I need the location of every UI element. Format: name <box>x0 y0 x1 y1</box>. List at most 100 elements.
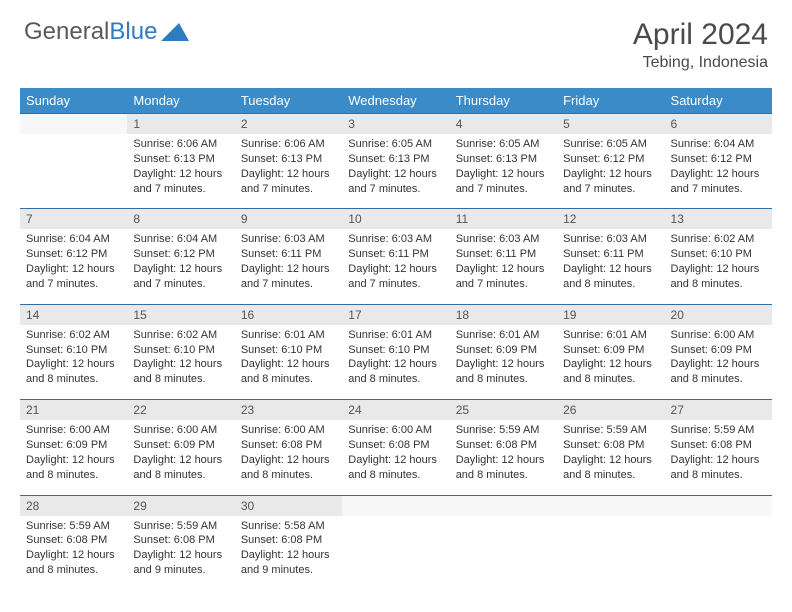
day-body: Sunrise: 6:01 AMSunset: 6:09 PMDaylight:… <box>450 325 557 399</box>
day-number: 7 <box>20 209 127 229</box>
day-number: 11 <box>450 209 557 229</box>
sunrise-text: Sunrise: 6:04 AM <box>26 232 121 247</box>
sunset-text: Sunset: 6:12 PM <box>563 152 658 167</box>
sunset-text: Sunset: 6:08 PM <box>671 438 766 453</box>
day-number: . <box>342 496 449 516</box>
day-number: . <box>20 114 127 134</box>
day-number: 21 <box>20 400 127 420</box>
day-cell: . <box>450 495 557 590</box>
day-number: 3 <box>342 114 449 134</box>
daylight-text: Daylight: 12 hours and 7 minutes. <box>456 167 551 197</box>
day-number: 24 <box>342 400 449 420</box>
day-number: . <box>450 496 557 516</box>
daylight-text: Daylight: 12 hours and 8 minutes. <box>456 357 551 387</box>
day-cell: 5Sunrise: 6:05 AMSunset: 6:12 PMDaylight… <box>557 114 664 209</box>
sunset-text: Sunset: 6:08 PM <box>133 533 228 548</box>
day-body: Sunrise: 6:02 AMSunset: 6:10 PMDaylight:… <box>665 229 772 303</box>
sunset-text: Sunset: 6:12 PM <box>671 152 766 167</box>
calendar-week-row: 14Sunrise: 6:02 AMSunset: 6:10 PMDayligh… <box>20 304 772 399</box>
day-body: Sunrise: 6:02 AMSunset: 6:10 PMDaylight:… <box>127 325 234 399</box>
daylight-text: Daylight: 12 hours and 8 minutes. <box>241 357 336 387</box>
sunset-text: Sunset: 6:09 PM <box>456 343 551 358</box>
sunrise-text: Sunrise: 6:02 AM <box>26 328 121 343</box>
day-cell: 25Sunrise: 5:59 AMSunset: 6:08 PMDayligh… <box>450 400 557 495</box>
sunrise-text: Sunrise: 5:58 AM <box>241 519 336 534</box>
location-label: Tebing, Indonesia <box>633 54 768 72</box>
sunset-text: Sunset: 6:08 PM <box>241 533 336 548</box>
day-number: 26 <box>557 400 664 420</box>
calendar-body: .1Sunrise: 6:06 AMSunset: 6:13 PMDayligh… <box>20 114 772 590</box>
daylight-text: Daylight: 12 hours and 8 minutes. <box>563 357 658 387</box>
day-number: . <box>557 496 664 516</box>
sunrise-text: Sunrise: 6:00 AM <box>241 423 336 438</box>
day-cell: 11Sunrise: 6:03 AMSunset: 6:11 PMDayligh… <box>450 209 557 304</box>
daylight-text: Daylight: 12 hours and 7 minutes. <box>133 262 228 292</box>
sunrise-text: Sunrise: 6:00 AM <box>671 328 766 343</box>
daylight-text: Daylight: 12 hours and 8 minutes. <box>456 453 551 483</box>
sunrise-text: Sunrise: 6:06 AM <box>241 137 336 152</box>
sunset-text: Sunset: 6:09 PM <box>26 438 121 453</box>
day-number: 15 <box>127 305 234 325</box>
dow-wednesday: Wednesday <box>342 88 449 114</box>
day-cell: 8Sunrise: 6:04 AMSunset: 6:12 PMDaylight… <box>127 209 234 304</box>
day-cell: 23Sunrise: 6:00 AMSunset: 6:08 PMDayligh… <box>235 400 342 495</box>
dow-sunday: Sunday <box>20 88 127 114</box>
day-number: 28 <box>20 496 127 516</box>
day-body: Sunrise: 5:59 AMSunset: 6:08 PMDaylight:… <box>665 420 772 494</box>
day-cell: 1Sunrise: 6:06 AMSunset: 6:13 PMDaylight… <box>127 114 234 209</box>
daylight-text: Daylight: 12 hours and 8 minutes. <box>26 357 121 387</box>
day-cell: 9Sunrise: 6:03 AMSunset: 6:11 PMDaylight… <box>235 209 342 304</box>
day-number: 22 <box>127 400 234 420</box>
day-cell: 12Sunrise: 6:03 AMSunset: 6:11 PMDayligh… <box>557 209 664 304</box>
day-cell: 17Sunrise: 6:01 AMSunset: 6:10 PMDayligh… <box>342 304 449 399</box>
day-cell: 2Sunrise: 6:06 AMSunset: 6:13 PMDaylight… <box>235 114 342 209</box>
day-body: Sunrise: 6:00 AMSunset: 6:08 PMDaylight:… <box>342 420 449 494</box>
day-cell: 30Sunrise: 5:58 AMSunset: 6:08 PMDayligh… <box>235 495 342 590</box>
day-body: Sunrise: 6:04 AMSunset: 6:12 PMDaylight:… <box>665 134 772 208</box>
sunset-text: Sunset: 6:08 PM <box>26 533 121 548</box>
sunrise-text: Sunrise: 6:04 AM <box>671 137 766 152</box>
sunrise-text: Sunrise: 5:59 AM <box>133 519 228 534</box>
brand-logo: GeneralBlue <box>24 18 189 46</box>
day-cell: 13Sunrise: 6:02 AMSunset: 6:10 PMDayligh… <box>665 209 772 304</box>
day-body: Sunrise: 6:05 AMSunset: 6:13 PMDaylight:… <box>450 134 557 208</box>
day-body: Sunrise: 5:59 AMSunset: 6:08 PMDaylight:… <box>557 420 664 494</box>
sunset-text: Sunset: 6:13 PM <box>348 152 443 167</box>
brand-part2: Blue <box>109 18 157 46</box>
day-body: Sunrise: 5:58 AMSunset: 6:08 PMDaylight:… <box>235 516 342 590</box>
day-cell: 15Sunrise: 6:02 AMSunset: 6:10 PMDayligh… <box>127 304 234 399</box>
day-cell: 7Sunrise: 6:04 AMSunset: 6:12 PMDaylight… <box>20 209 127 304</box>
day-number: 9 <box>235 209 342 229</box>
day-cell: 29Sunrise: 5:59 AMSunset: 6:08 PMDayligh… <box>127 495 234 590</box>
sunset-text: Sunset: 6:12 PM <box>133 247 228 262</box>
daylight-text: Daylight: 12 hours and 7 minutes. <box>241 262 336 292</box>
sunset-text: Sunset: 6:09 PM <box>671 343 766 358</box>
daylight-text: Daylight: 12 hours and 8 minutes. <box>133 453 228 483</box>
day-number: 18 <box>450 305 557 325</box>
sunrise-text: Sunrise: 6:06 AM <box>133 137 228 152</box>
day-cell: 3Sunrise: 6:05 AMSunset: 6:13 PMDaylight… <box>342 114 449 209</box>
daylight-text: Daylight: 12 hours and 7 minutes. <box>133 167 228 197</box>
dow-tuesday: Tuesday <box>235 88 342 114</box>
day-body: Sunrise: 5:59 AMSunset: 6:08 PMDaylight:… <box>450 420 557 494</box>
sunset-text: Sunset: 6:11 PM <box>563 247 658 262</box>
day-number: 20 <box>665 305 772 325</box>
sunrise-text: Sunrise: 6:03 AM <box>456 232 551 247</box>
sunset-text: Sunset: 6:13 PM <box>241 152 336 167</box>
dow-saturday: Saturday <box>665 88 772 114</box>
daylight-text: Daylight: 12 hours and 8 minutes. <box>241 453 336 483</box>
sunrise-text: Sunrise: 6:05 AM <box>456 137 551 152</box>
day-body: Sunrise: 6:03 AMSunset: 6:11 PMDaylight:… <box>235 229 342 303</box>
daylight-text: Daylight: 12 hours and 7 minutes. <box>348 167 443 197</box>
title-block: April 2024 Tebing, Indonesia <box>633 18 768 72</box>
day-number: 2 <box>235 114 342 134</box>
day-body: Sunrise: 6:06 AMSunset: 6:13 PMDaylight:… <box>127 134 234 208</box>
calendar-week-row: .1Sunrise: 6:06 AMSunset: 6:13 PMDayligh… <box>20 114 772 209</box>
day-body: Sunrise: 6:01 AMSunset: 6:10 PMDaylight:… <box>342 325 449 399</box>
sunset-text: Sunset: 6:08 PM <box>563 438 658 453</box>
daylight-text: Daylight: 12 hours and 7 minutes. <box>671 167 766 197</box>
brand-triangle-icon <box>161 23 189 41</box>
sunset-text: Sunset: 6:10 PM <box>671 247 766 262</box>
day-cell: 21Sunrise: 6:00 AMSunset: 6:09 PMDayligh… <box>20 400 127 495</box>
daylight-text: Daylight: 12 hours and 8 minutes. <box>671 357 766 387</box>
